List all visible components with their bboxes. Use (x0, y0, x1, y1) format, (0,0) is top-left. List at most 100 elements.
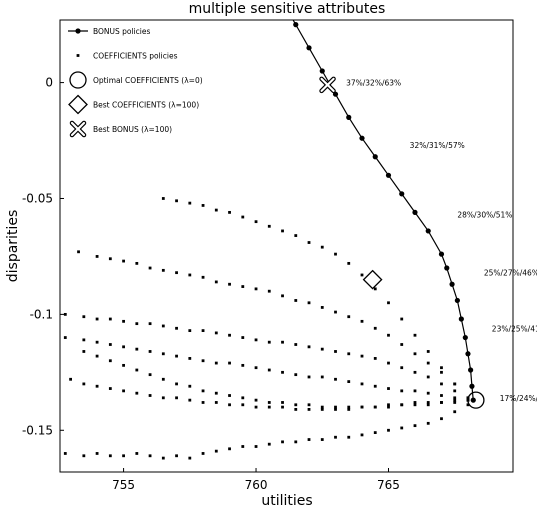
coef-point-1-20 (347, 315, 351, 319)
coef-point-1-27 (440, 370, 443, 374)
marker-layer (319, 76, 485, 409)
coef-point-2-24 (387, 361, 390, 365)
coef-point-3-13 (241, 363, 245, 367)
coef-point-6-27 (426, 421, 430, 425)
coef-point-5-8 (188, 384, 192, 388)
legend-label-4: Best BONUS (λ=100) (93, 125, 172, 134)
coef-point-4-1 (82, 382, 86, 386)
coef-point-1-22 (373, 326, 377, 330)
coef-point-4-6 (148, 394, 152, 397)
annotation-label-1: 32%/31%/57% (410, 141, 465, 150)
coef-point-6-19 (320, 438, 324, 441)
coef-point-0-4 (214, 208, 218, 212)
coef-point-1-12 (241, 285, 245, 288)
x-tick-label-1: 760 (245, 478, 268, 492)
coef-point-5-24 (400, 403, 404, 407)
coef-point-1-24 (400, 343, 404, 346)
coef-point-5-21 (360, 405, 364, 409)
coef-point-1-4 (135, 261, 139, 265)
chart-title: multiple sensitive attributes (189, 1, 386, 17)
coef-point-5-14 (267, 401, 271, 404)
coef-point-3-2 (95, 340, 99, 344)
coef-point-0-18 (400, 317, 404, 321)
coef-point-0-10 (294, 234, 298, 237)
coef-point-5-20 (347, 405, 351, 409)
bonus-point-3 (319, 68, 325, 74)
bonus-point-16 (458, 316, 464, 322)
coef-point-2-1 (82, 315, 86, 319)
annotation-label-4: 23%/25%/41% (492, 324, 537, 333)
coef-point-2-25 (400, 366, 404, 370)
coef-point-3-9 (188, 357, 192, 360)
legend-circle-2 (69, 71, 87, 89)
coef-point-1-7 (175, 271, 178, 275)
coef-point-3-4 (122, 345, 125, 349)
coef-point-2-12 (228, 333, 231, 337)
coef-point-6-20 (334, 435, 337, 439)
coef-point-1-28 (453, 382, 457, 386)
x-tick-label-0: 755 (112, 478, 135, 492)
coef-point-0-17 (387, 301, 390, 305)
bonus-point-13 (444, 265, 450, 271)
coef-point-3-18 (307, 375, 311, 379)
coef-point-0-8 (267, 224, 271, 228)
best-bonus-marker (319, 76, 336, 94)
legend-dot-0 (75, 28, 81, 34)
coef-point-5-19 (334, 405, 337, 409)
axis-layer: 755 760 765 0 -0.05 -0.1 -0.15 (22, 76, 400, 492)
coef-point-2-21 (347, 352, 351, 356)
coef-point-0-19 (413, 333, 417, 337)
coef-point-6-9 (188, 456, 192, 460)
coef-point-3-19 (320, 375, 324, 379)
coef-point-1-26 (426, 361, 430, 365)
coef-point-5-25 (413, 401, 417, 404)
coef-point-4-18 (307, 408, 311, 411)
coef-point-4-3 (108, 387, 112, 390)
coef-point-4-11 (214, 401, 218, 404)
coef-point-0-1 (175, 199, 178, 203)
coef-point-5-10 (214, 391, 218, 395)
coef-point-2-16 (281, 340, 284, 344)
coef-point-3-22 (360, 382, 364, 386)
coef-point-3-15 (267, 368, 271, 372)
coef-point-6-26 (413, 424, 417, 428)
annotation-label-2: 28%/30%/51% (457, 211, 512, 220)
coef-point-6-18 (307, 438, 311, 441)
coef-point-2-29 (453, 389, 457, 393)
coef-point-4-26 (413, 403, 417, 407)
coef-point-0-6 (241, 215, 245, 219)
coef-point-2-26 (413, 370, 417, 374)
best-coefficients-marker (362, 269, 383, 290)
coef-point-0-9 (281, 229, 284, 233)
coef-point-6-15 (267, 442, 271, 446)
coef-point-2-17 (294, 343, 298, 346)
coef-point-2-6 (148, 322, 152, 326)
plot-area (59, 19, 514, 473)
coef-point-4-17 (294, 408, 298, 411)
coef-point-6-28 (440, 417, 443, 421)
coef-point-1-9 (201, 275, 205, 279)
coef-point-6-12 (228, 447, 231, 451)
y-tick-label-0: 0 (45, 76, 53, 90)
annotation-label-3: 25%/27%/46% (484, 269, 537, 278)
coef-point-3-26 (413, 389, 417, 393)
coef-point-2-23 (373, 357, 377, 360)
coef-point-3-3 (108, 343, 112, 346)
coef-point-4-15 (267, 405, 271, 409)
coef-point-2-9 (188, 329, 192, 333)
legend-label-1: COEFFICIENTS policies (93, 52, 178, 61)
coef-point-6-0 (63, 452, 67, 455)
coef-point-3-25 (400, 389, 404, 393)
coef-point-6-2 (95, 452, 99, 455)
coef-point-1-1 (95, 255, 99, 258)
coef-point-4-24 (387, 405, 390, 409)
coef-point-4-19 (320, 408, 324, 411)
coef-point-5-2 (108, 359, 112, 363)
coef-point-5-28 (453, 398, 457, 402)
coef-point-3-28 (440, 394, 443, 397)
coef-point-5-5 (148, 373, 152, 377)
bonus-point-17 (462, 334, 468, 341)
coef-point-3-5 (135, 347, 139, 351)
coef-point-3-10 (201, 359, 205, 363)
